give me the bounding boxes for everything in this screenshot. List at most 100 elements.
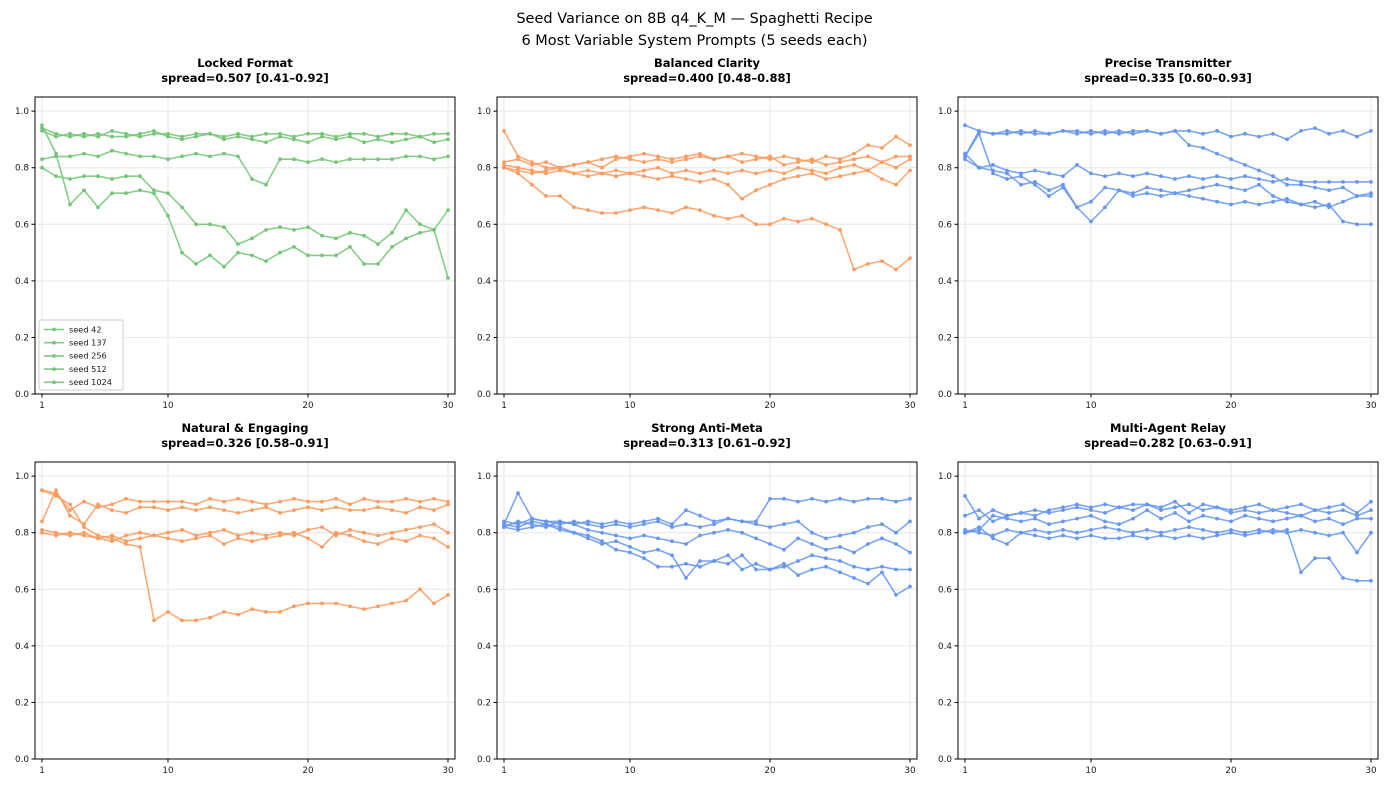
legend: seed 42 seed 137 seed 256 seed 512 seed 1024 <box>38 319 124 391</box>
subplot-natural-engaging: 0.0 0.2 0.4 0.6 0.8 1.0 1 10 20 30 <box>15 461 456 776</box>
subplot-spread-line: spread=0.326 [0.58–0.91] <box>161 436 329 451</box>
y-tick-label: 0.0 <box>15 755 29 765</box>
gridlines <box>958 97 1378 395</box>
x-tick-label: 10 <box>1085 766 1097 776</box>
x-tick-label: 10 <box>1085 401 1097 411</box>
subplot-precise-transmitter: 0.0 0.2 0.4 0.6 0.8 1.0 1 10 20 30 <box>938 96 1379 411</box>
x-tick-label: 30 <box>442 401 454 411</box>
x-tick-label: 30 <box>904 766 916 776</box>
axis-ticks: 0.0 0.2 0.4 0.6 0.8 1.0 1 10 20 30 <box>938 107 1377 411</box>
x-tick-label: 20 <box>302 401 314 411</box>
y-tick-label: 0.8 <box>15 164 29 174</box>
axes-box <box>496 96 918 395</box>
y-tick-label: 0.0 <box>477 755 491 765</box>
subplot-title-line1: Locked Format <box>197 56 293 70</box>
y-tick-label: 0.8 <box>477 529 491 539</box>
series-seed-137 <box>963 129 1373 198</box>
subplot-title-line1: Precise Transmitter <box>1104 56 1232 70</box>
series-seed-42 <box>502 129 912 170</box>
axes-box <box>957 96 1379 395</box>
y-tick-label: 0.0 <box>938 755 952 765</box>
legend-label: seed 256 <box>69 351 107 361</box>
axis-ticks: 0.0 0.2 0.4 0.6 0.8 1.0 1 10 20 30 <box>477 472 916 776</box>
y-tick-label: 0.2 <box>477 333 491 343</box>
gridlines <box>497 462 917 760</box>
y-tick-label: 0.0 <box>477 390 491 400</box>
subplot-spread-line: spread=0.507 [0.41–0.92] <box>161 71 329 86</box>
y-tick-label: 1.0 <box>15 107 29 117</box>
series-seed-42 <box>40 488 450 512</box>
axis-ticks: 0.0 0.2 0.4 0.6 0.8 1.0 1 10 20 30 <box>938 472 1377 776</box>
series-seed-512 <box>40 165 450 247</box>
y-tick-label: 0.0 <box>15 390 29 400</box>
x-tick-label: 1 <box>39 401 45 411</box>
series-seed-137 <box>40 488 450 527</box>
subplot-title-line1: Multi-Agent Relay <box>1110 421 1226 435</box>
series-seed-256 <box>40 148 450 187</box>
axes-box <box>34 96 456 395</box>
x-tick-label: 20 <box>1225 766 1237 776</box>
series-seed-1024 <box>963 131 1373 210</box>
y-tick-label: 0.2 <box>15 333 29 343</box>
x-tick-label: 30 <box>442 766 454 776</box>
y-tick-label: 0.4 <box>15 277 29 287</box>
subplot-multi-agent-relay: 0.0 0.2 0.4 0.6 0.8 1.0 1 10 20 30 <box>938 461 1379 776</box>
legend-label: seed 42 <box>69 324 102 334</box>
x-tick-label: 30 <box>1365 401 1377 411</box>
series-seed-1024 <box>40 488 450 623</box>
subplot-title-balanced-clarity: Balanced Clarity spread=0.400 [0.48–0.88] <box>497 56 917 86</box>
x-tick-label: 1 <box>962 766 968 776</box>
y-tick-label: 0.4 <box>15 642 29 652</box>
series-seed-512 <box>40 530 450 549</box>
x-tick-label: 20 <box>302 766 314 776</box>
series-seed-256 <box>502 519 912 555</box>
y-tick-label: 0.6 <box>938 220 952 230</box>
x-tick-label: 30 <box>904 401 916 411</box>
series-seed-1024 <box>963 525 1373 583</box>
subplot-title-precise-transmitter: Precise Transmitter spread=0.335 [0.60–0.… <box>958 56 1378 86</box>
series-seed-256 <box>963 151 1373 184</box>
y-tick-label: 0.6 <box>477 585 491 595</box>
y-tick-label: 0.6 <box>938 585 952 595</box>
subplot-title-strong-anti-meta: Strong Anti-Meta spread=0.313 [0.61–0.92] <box>497 421 917 451</box>
y-tick-label: 0.8 <box>15 529 29 539</box>
series-seed-1024 <box>502 165 912 272</box>
y-tick-label: 0.2 <box>15 698 29 708</box>
legend-label: seed 1024 <box>69 377 112 387</box>
figure-title-line1: Seed Variance on 8B q4_K_M — Spaghetti R… <box>516 11 873 27</box>
y-tick-label: 0.6 <box>15 220 29 230</box>
y-tick-label: 0.8 <box>477 164 491 174</box>
subplot-spread-line: spread=0.335 [0.60–0.93] <box>1084 71 1252 86</box>
x-tick-label: 1 <box>962 401 968 411</box>
x-tick-label: 20 <box>764 766 776 776</box>
x-tick-label: 10 <box>162 766 174 776</box>
legend-label: seed 137 <box>69 338 107 348</box>
subplot-strong-anti-meta: 0.0 0.2 0.4 0.6 0.8 1.0 1 10 20 30 <box>477 461 918 776</box>
axes-box <box>496 461 918 760</box>
series-seed-512 <box>502 163 912 201</box>
series-seed-1024 <box>40 123 450 280</box>
axis-ticks: 0.0 0.2 0.4 0.6 0.8 1.0 1 10 20 30 <box>15 472 454 776</box>
x-tick-label: 10 <box>624 401 636 411</box>
y-tick-label: 1.0 <box>938 472 952 482</box>
series-seed-137 <box>40 129 450 145</box>
subplot-title-line1: Strong Anti-Meta <box>651 421 763 435</box>
x-tick-label: 20 <box>1225 401 1237 411</box>
y-tick-label: 1.0 <box>477 472 491 482</box>
legend-label: seed 512 <box>69 364 107 374</box>
series-seed-512 <box>502 519 912 572</box>
y-tick-label: 0.4 <box>477 277 491 287</box>
x-tick-label: 1 <box>501 401 507 411</box>
axes-box <box>957 461 1379 760</box>
x-tick-label: 10 <box>162 401 174 411</box>
y-tick-label: 0.2 <box>938 698 952 708</box>
subplot-title-multi-agent-relay: Multi-Agent Relay spread=0.282 [0.63–0.91… <box>958 421 1378 451</box>
subplot-title-line1: Balanced Clarity <box>653 56 760 70</box>
y-tick-label: 0.4 <box>477 642 491 652</box>
y-tick-label: 1.0 <box>477 107 491 117</box>
subplot-spread-line: spread=0.313 [0.61–0.92] <box>623 436 791 451</box>
subplot-balanced-clarity: 0.0 0.2 0.4 0.6 0.8 1.0 1 10 20 30 <box>477 96 918 411</box>
axis-ticks: 0.0 0.2 0.4 0.6 0.8 1.0 1 10 20 30 <box>477 107 916 411</box>
y-tick-label: 0.0 <box>938 390 952 400</box>
